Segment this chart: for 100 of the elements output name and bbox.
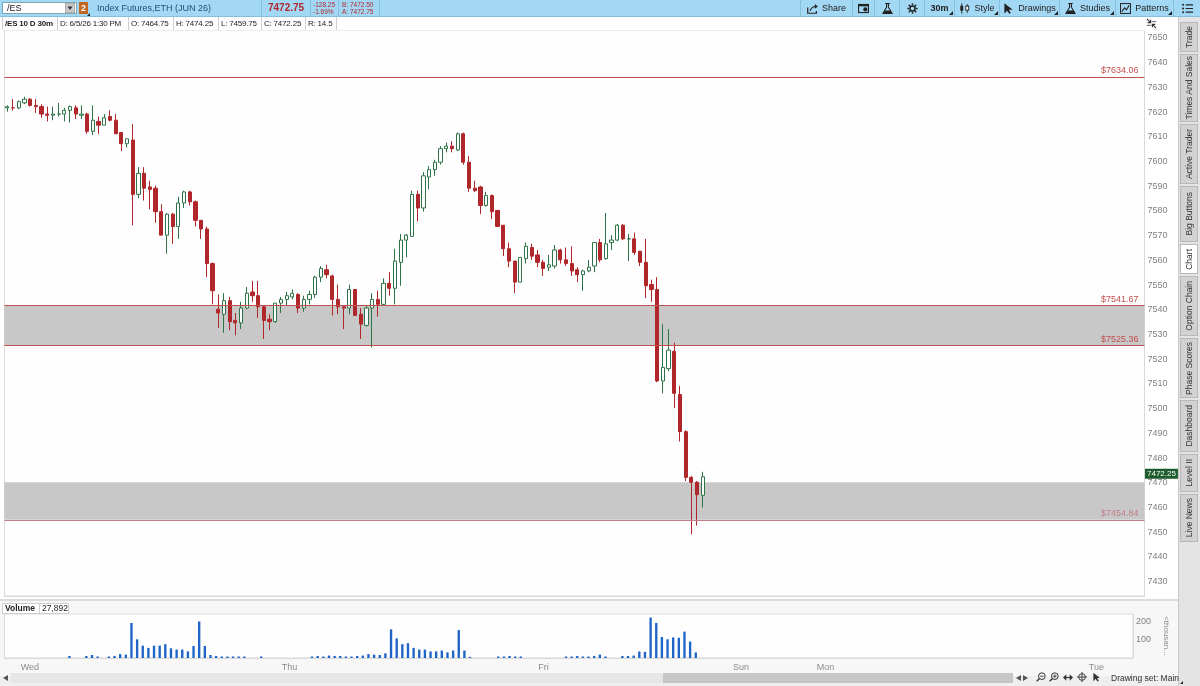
candlestick <box>28 97 32 108</box>
bar <box>367 654 370 658</box>
candlestick <box>632 232 636 256</box>
bar <box>175 649 178 658</box>
text: Dashboard <box>1184 405 1194 447</box>
text: Big Buttons <box>1184 192 1194 236</box>
text: O: 7464.75 <box>131 18 169 29</box>
bar <box>158 645 161 658</box>
text: 2 <box>79 2 88 14</box>
text: R: 14.5 <box>308 18 333 29</box>
candlestick <box>79 104 84 120</box>
candlestick <box>564 247 568 267</box>
candlestick <box>245 286 249 310</box>
candlestick <box>627 233 631 262</box>
candlestick <box>108 109 112 122</box>
candlestick <box>513 260 517 294</box>
candlestick <box>524 242 528 265</box>
candlestick <box>136 166 141 199</box>
y-tick-label: 7470 <box>1147 477 1168 488</box>
bar <box>508 655 511 658</box>
candlestick <box>319 265 323 283</box>
candlestick <box>330 274 334 316</box>
y-tick-label: 7650 <box>1147 32 1168 43</box>
candlestick <box>638 250 642 267</box>
y-tick-label: 7500 <box>1147 403 1168 414</box>
bar <box>130 622 133 658</box>
bar <box>209 655 212 658</box>
candlestick <box>102 113 106 126</box>
candlestick <box>171 212 175 245</box>
candlestick <box>273 302 277 324</box>
y-tick-label: 7480 <box>1147 452 1168 463</box>
bar <box>683 631 686 658</box>
candlestick <box>581 269 585 292</box>
candlestick <box>62 107 66 122</box>
bar <box>316 655 319 658</box>
candlestick <box>91 104 95 136</box>
y-tick-label: 7460 <box>1147 502 1168 513</box>
candlestick <box>125 138 129 148</box>
text: 30m <box>930 3 949 13</box>
candlestick <box>96 116 101 135</box>
bar <box>401 644 404 658</box>
y-tick-label: 7620 <box>1147 106 1168 117</box>
y-tick-label: 7430 <box>1147 576 1168 587</box>
candlestick <box>279 296 283 314</box>
y-tick-label: 7530 <box>1147 329 1168 340</box>
bar <box>621 655 624 658</box>
text: Times And Sales <box>1184 56 1194 120</box>
candlestick <box>165 212 169 255</box>
x-tick-label: Mon <box>816 661 835 672</box>
candlestick <box>467 155 471 193</box>
x-tick-label: Tue <box>1088 661 1104 672</box>
candlestick <box>587 259 591 273</box>
y-tick-label: 7520 <box>1147 353 1168 364</box>
candlestick <box>410 190 414 237</box>
candlestick <box>381 277 386 307</box>
chart-title: Volume <box>2 603 40 614</box>
candlestick <box>85 112 89 135</box>
candlestick <box>592 242 597 273</box>
x-tick-label: Fri <box>538 661 549 672</box>
x-tick-label: Thu <box>281 661 298 672</box>
y-tick-label: 7570 <box>1147 230 1168 241</box>
candlestick <box>296 292 300 314</box>
text: D: 6/5/26 1:30 PM <box>60 18 122 29</box>
y-axis-title: <thousan... <box>1161 616 1171 656</box>
x-tick-label: Wed <box>20 661 40 672</box>
y-tick-label: 7590 <box>1147 180 1168 191</box>
bar <box>638 651 641 658</box>
candlestick <box>387 271 391 297</box>
text: 7472.25 <box>1147 469 1177 479</box>
candlestick <box>484 191 488 208</box>
text: Drawing set: Main <box>1111 673 1180 683</box>
candlestick <box>182 190 186 209</box>
candlestick <box>558 248 562 265</box>
candlestick <box>353 289 357 316</box>
candlestick <box>376 290 380 318</box>
text: Live News <box>1184 498 1194 538</box>
bar <box>429 651 432 658</box>
candlestick <box>678 385 682 443</box>
candlestick <box>598 238 602 263</box>
candlestick <box>359 307 363 340</box>
y-tick-label: 100 <box>1136 634 1152 645</box>
candlestick <box>216 293 220 329</box>
candlestick <box>74 104 78 120</box>
candlestick <box>672 342 676 409</box>
y-tick-label: 7540 <box>1147 304 1168 315</box>
bar <box>147 647 150 658</box>
bar <box>164 644 167 658</box>
text: Level II <box>1184 459 1194 487</box>
bar <box>694 652 697 658</box>
bar <box>333 655 336 658</box>
text: 27,892 <box>40 603 69 614</box>
candlestick <box>68 104 72 124</box>
y-tick-label: 7580 <box>1147 205 1168 216</box>
y-tick-label: 200 <box>1136 615 1152 626</box>
y-tick-label: 7560 <box>1147 254 1168 265</box>
text: Trade <box>1184 26 1194 48</box>
text: Style <box>974 3 995 13</box>
candlestick <box>239 301 243 330</box>
y-tick-label: 7550 <box>1147 279 1168 290</box>
text: Studies <box>1079 3 1111 13</box>
